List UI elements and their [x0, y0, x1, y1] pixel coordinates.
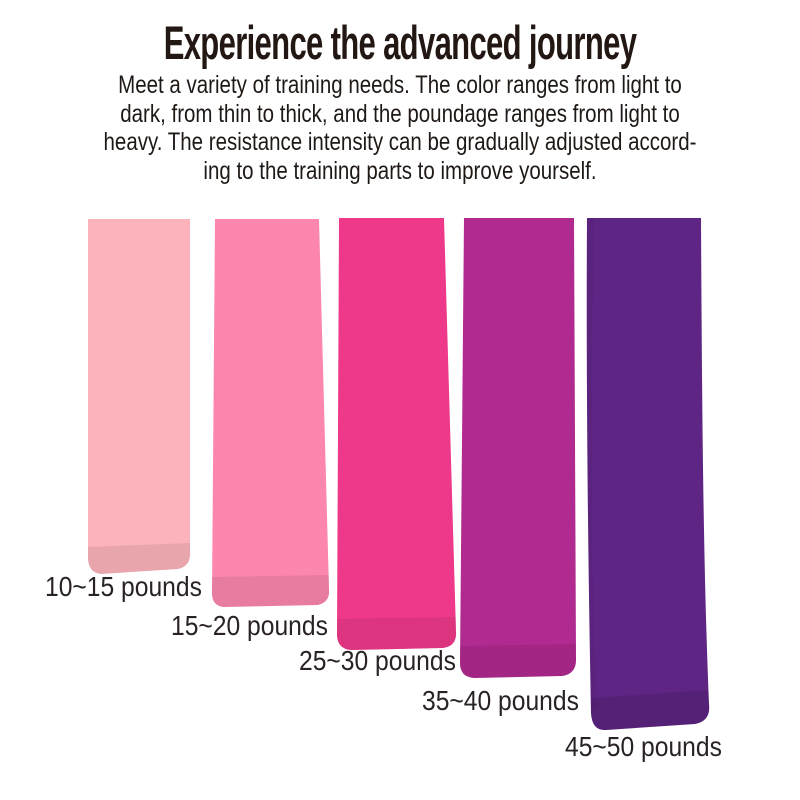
description-line-4: ing to the training parts to improve you… [203, 156, 597, 185]
band-fold-shadow-10-15 [88, 543, 191, 574]
band-shape-15-20 [212, 219, 330, 607]
band-shape-10-15 [88, 219, 191, 574]
description-line-1: Meet a variety of training needs. The co… [118, 71, 682, 99]
band-fold-shadow-45-50 [591, 690, 710, 731]
description-line-2: dark, from thin to thick, and the pounda… [120, 99, 680, 128]
band-fold-shadow-25-30 [337, 617, 457, 650]
band-edge-shade-45-50 [586, 218, 597, 713]
band-shape-25-30 [337, 218, 457, 650]
band-label-15-20: 15~20 pounds [171, 610, 328, 641]
band-fold-shadow-35-40 [460, 644, 576, 678]
description: Meet a variety of training needs. The co… [72, 71, 728, 185]
page-title: Experience the advanced journey [163, 16, 637, 69]
description-line-3: heavy. The resistance intensity can be g… [103, 128, 697, 156]
band-fold-shadow-15-20 [212, 575, 330, 607]
band-label-35-40: 35~40 pounds [422, 685, 579, 716]
band-label-10-15: 10~15 pounds [45, 571, 202, 602]
band-label-45-50: 45~50 pounds [565, 731, 722, 762]
band-shape-45-50 [586, 218, 710, 731]
band-label-25-30: 25~30 pounds [299, 645, 456, 676]
band-shape-35-40 [460, 218, 576, 678]
